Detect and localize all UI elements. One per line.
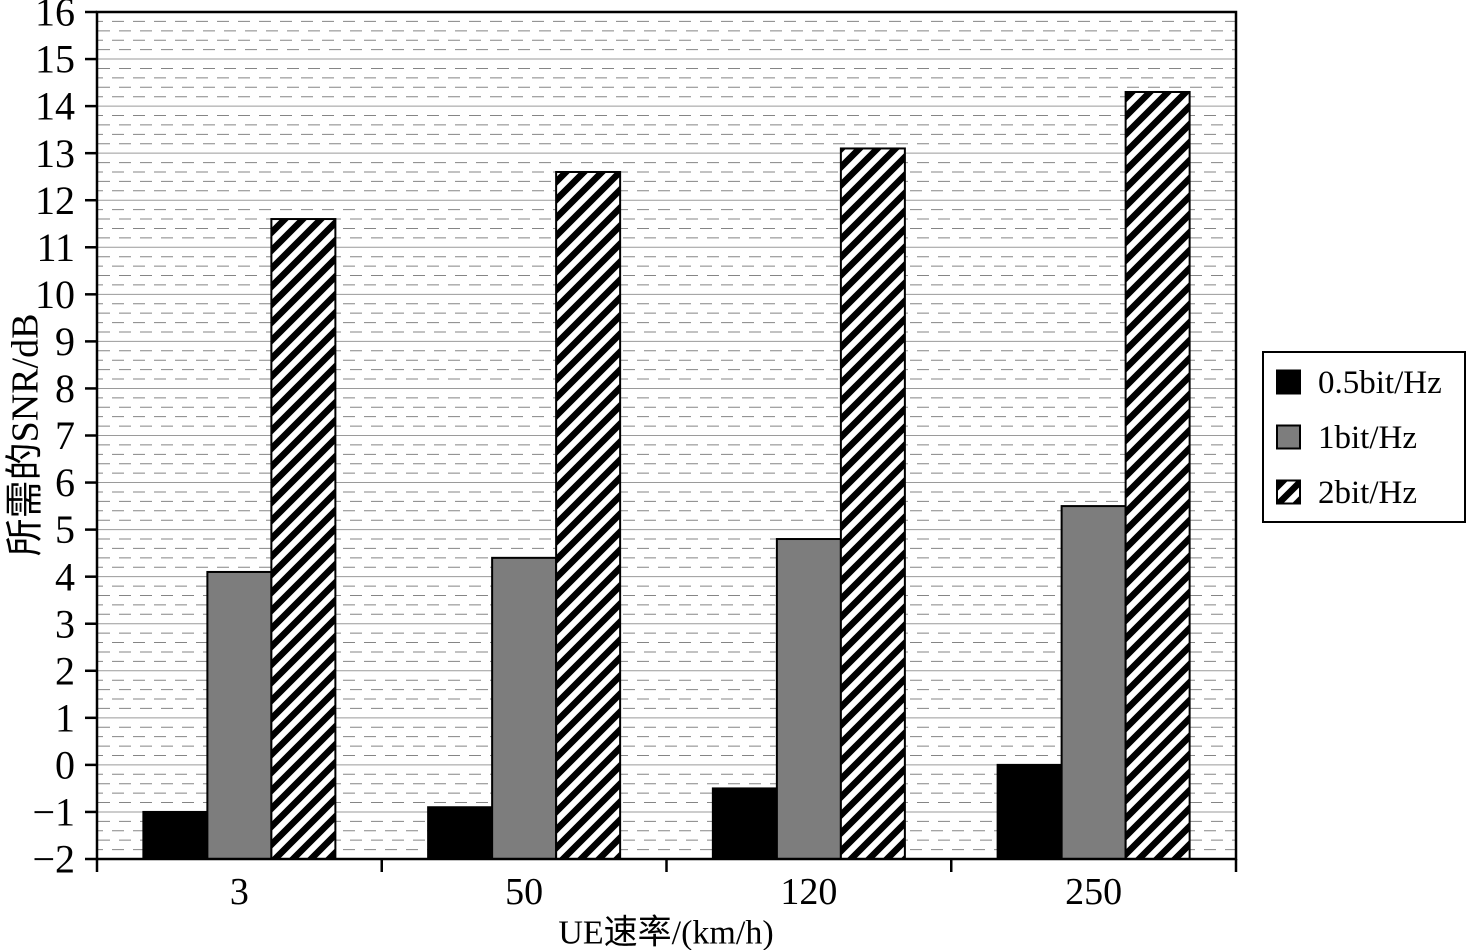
y-tick-label: 7 [55, 413, 75, 458]
y-tick-label: 16 [35, 0, 75, 35]
bar-0.5bit/Hz-3 [142, 810, 209, 861]
y-axis-title: 所需的SNR/dB [4, 313, 47, 557]
x-axis-title: UE速率/(km/h) [558, 914, 774, 950]
bar-0.5bit/Hz-250 [996, 763, 1063, 861]
y-tick-label: 3 [55, 601, 75, 646]
bar-1bit/Hz-120 [775, 538, 842, 860]
bar-1bit/Hz-3 [206, 570, 273, 860]
bar-0.5bit/Hz-120 [711, 787, 778, 861]
x-category-label: 120 [780, 871, 837, 913]
x-category-label: 50 [505, 871, 543, 913]
y-tick-label: 14 [35, 84, 75, 129]
bar-2bit/Hz-250 [1124, 90, 1191, 860]
bar-2bit/Hz-120 [839, 147, 906, 860]
legend-label-2bit/Hz: 2bit/Hz [1318, 475, 1417, 511]
bar-1bit/Hz-50 [491, 556, 558, 860]
y-tick-label: 10 [35, 272, 75, 317]
y-tick-label: 8 [55, 366, 75, 411]
legend-swatch-1bit/Hz [1276, 424, 1301, 450]
legend-swatch-2bit/Hz [1276, 479, 1301, 505]
bar-2bit/Hz-50 [555, 170, 622, 860]
y-tick-label: 2 [55, 648, 75, 693]
legend-label-1bit/Hz: 1bit/Hz [1318, 420, 1417, 456]
y-tick-label: 9 [55, 319, 75, 364]
y-tick-label: −1 [32, 790, 75, 835]
y-tick-label: 1 [55, 695, 75, 740]
legend: 0.5bit/Hz 1bit/Hz 2bit/Hz [1262, 351, 1466, 523]
y-tick-label: 5 [55, 507, 75, 552]
bar-0.5bit/Hz-50 [427, 806, 494, 861]
y-tick-label: 11 [36, 225, 75, 270]
legend-swatch-0.5bit/Hz [1276, 369, 1301, 395]
legend-label-0.5bit/Hz: 0.5bit/Hz [1318, 365, 1442, 401]
y-tick-label: 6 [55, 460, 75, 505]
x-category-label: 250 [1065, 871, 1122, 913]
y-tick-label: 12 [35, 178, 75, 223]
y-tick-label: 0 [55, 742, 75, 787]
y-tick-label: 13 [35, 131, 75, 176]
bar-1bit/Hz-250 [1060, 505, 1127, 860]
y-tick-label: 15 [35, 37, 75, 82]
y-tick-label: 4 [55, 554, 75, 599]
x-category-label: 3 [230, 871, 249, 913]
y-tick-label: −2 [32, 837, 75, 882]
bar-2bit/Hz-3 [270, 218, 337, 861]
